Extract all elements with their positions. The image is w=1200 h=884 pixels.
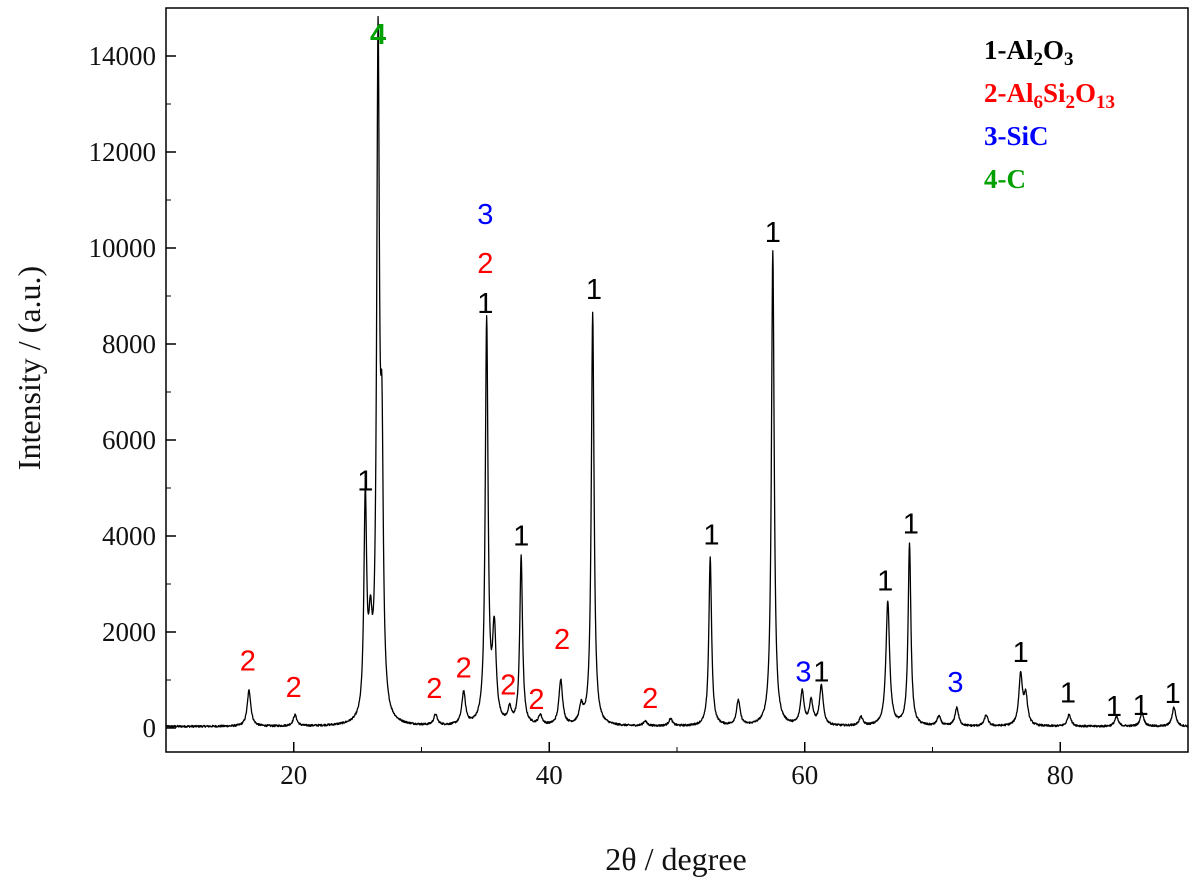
y-tick-label: 2000 — [102, 617, 156, 647]
y-axis-title: Intensity / (a.u.) — [11, 266, 47, 470]
legend-text-part: 1-Al — [984, 35, 1034, 65]
legend-item-4: 4-C — [984, 164, 1026, 194]
legend-text-part: Si — [1043, 78, 1066, 108]
legend-text-part: 4-C — [984, 164, 1026, 194]
peak-label-1: 1 — [1013, 637, 1029, 669]
peak-label-1: 1 — [903, 509, 919, 541]
peak-label-2: 2 — [456, 653, 472, 685]
ticks: 0 2000 4000 6000 8000 10000 12000 14000 20 40 60 80 — [89, 41, 1189, 790]
legend-text-part: O — [1043, 35, 1064, 65]
peak-label-2: 2 — [286, 672, 302, 704]
legend-text-part: O — [1075, 78, 1096, 108]
peak-label-3: 3 — [477, 199, 493, 231]
peak-label-4: 4 — [370, 19, 386, 51]
y-tick-label: 14000 — [89, 41, 157, 71]
peak-label-1: 1 — [357, 465, 373, 497]
peak-label-1: 1 — [1133, 690, 1149, 722]
legend-subscript: 3 — [1064, 49, 1074, 70]
peak-label-2: 2 — [240, 645, 256, 677]
peak-label-1: 1 — [586, 274, 602, 306]
peak-label-1: 1 — [703, 520, 719, 552]
peak-label-1: 1 — [513, 521, 529, 553]
peak-label-1: 1 — [765, 217, 781, 249]
peak-label-2: 2 — [477, 248, 493, 280]
y-tick-label: 10000 — [89, 233, 157, 263]
peak-label-2: 2 — [500, 669, 516, 701]
peak-label-1: 1 — [477, 288, 493, 320]
peak-label-2: 2 — [554, 624, 570, 656]
x-tick-label: 40 — [536, 760, 563, 790]
legend-subscript: 2 — [1034, 49, 1044, 70]
legend-item-2: 2-Al6Si2O13 — [984, 78, 1115, 113]
peak-label-1: 1 — [1165, 678, 1181, 710]
y-tick-label: 4000 — [102, 521, 156, 551]
y-tick-label: 0 — [143, 713, 157, 743]
legend-box — [968, 16, 1176, 212]
legend-item-1: 1-Al2O3 — [984, 35, 1074, 70]
legend-text-part: 2-Al — [984, 78, 1034, 108]
x-axis-title: 2θ / degree — [605, 841, 746, 877]
peak-label-2: 2 — [426, 673, 442, 705]
y-tick-label: 8000 — [102, 329, 156, 359]
legend-subscript: 2 — [1066, 92, 1076, 113]
peak-label-1: 1 — [877, 566, 893, 598]
peak-label-2: 2 — [642, 683, 658, 715]
x-tick-label: 60 — [791, 760, 818, 790]
legend-subscript: 6 — [1034, 92, 1044, 113]
curve-layer — [165, 15, 1189, 728]
y-tick-label: 6000 — [102, 425, 156, 455]
peak-label-1: 1 — [1060, 678, 1076, 710]
peak-label-3: 3 — [795, 656, 811, 688]
legend-item-3: 3-SiC — [984, 121, 1049, 151]
y-tick-label: 12000 — [89, 137, 157, 167]
legend-subscript: 13 — [1096, 92, 1115, 113]
xrd-pattern-line — [165, 15, 1189, 728]
peak-label-2: 2 — [528, 684, 544, 716]
x-tick-label: 20 — [280, 760, 307, 790]
x-tick-label: 80 — [1047, 760, 1074, 790]
peak-label-1: 1 — [1106, 691, 1122, 723]
peak-label-3: 3 — [947, 667, 963, 699]
peak-label-1: 1 — [813, 656, 829, 688]
legend-text-part: 3-SiC — [984, 121, 1049, 151]
